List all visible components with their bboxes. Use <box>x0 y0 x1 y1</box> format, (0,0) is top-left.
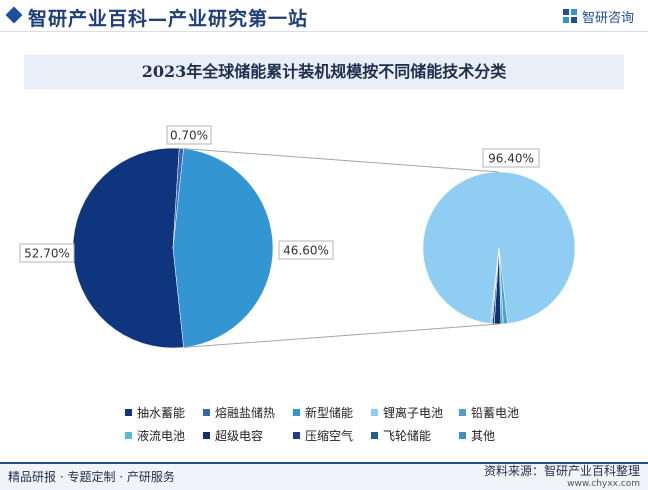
legend-item: 压缩空气 <box>293 427 353 444</box>
connector-line-bottom <box>183 323 500 348</box>
legend-swatch <box>125 432 132 439</box>
legend-item: 飞轮储能 <box>371 427 431 444</box>
header-divider <box>0 31 648 32</box>
zhiyan-logo-icon <box>562 9 577 23</box>
svg-text:46.60%: 46.60% <box>283 244 329 258</box>
legend-label: 超级电容 <box>215 429 264 443</box>
page-header: 智研产业百科—产业研究第一站 智研咨询 <box>0 0 648 32</box>
legend-label: 新型储能 <box>305 406 354 420</box>
legend-label: 其他 <box>471 429 496 443</box>
legend-swatch <box>203 432 210 439</box>
svg-text:52.70%: 52.70% <box>24 247 70 261</box>
legend-item: 锂离子电池 <box>371 404 443 421</box>
legend-item: 熔融盐储热 <box>203 404 275 421</box>
footer-source-block: 资料来源：智研产业百科整理 www.chyxx.com <box>484 462 640 489</box>
logo-text: 智研咨询 <box>581 10 634 26</box>
main-pie-slice-0 <box>72 147 184 349</box>
svg-text:0.70%: 0.70% <box>170 129 208 143</box>
legend-item: 抽水蓄能 <box>125 404 185 421</box>
legend-swatch <box>203 409 210 416</box>
footer-source: 资料来源：智研产业百科整理 <box>483 464 640 478</box>
svg-text:96.40%: 96.40% <box>488 152 534 166</box>
legend-item: 超级电容 <box>203 427 263 444</box>
data-label-main-0: 52.70% <box>19 243 75 263</box>
legend-label: 锂离子电池 <box>383 406 444 420</box>
legend-label: 液流电池 <box>137 429 186 443</box>
legend-item: 其他 <box>459 427 495 444</box>
data-label-detail-0: 96.40% <box>482 148 540 168</box>
footer-url[interactable]: www.chyxx.com <box>567 479 640 489</box>
legend-swatch <box>371 409 378 416</box>
chart-title: 2023年全球储能累计装机规模按不同储能技术分类 <box>141 62 507 81</box>
pie-of-pie-chart: 52.70% 0.70% 46.60% 96.40% <box>19 125 576 349</box>
legend-swatch <box>371 432 378 439</box>
legend-swatch <box>459 409 466 416</box>
legend-label: 抽水蓄能 <box>137 406 186 420</box>
diamond-icon <box>5 6 23 24</box>
data-label-main-2: 46.60% <box>278 240 334 260</box>
legend-label: 飞轮储能 <box>383 429 432 443</box>
chart-title-bar: 2023年全球储能累计装机规模按不同储能技术分类 <box>24 55 624 89</box>
legend-item: 液流电池 <box>125 427 185 444</box>
main-pie-slice-2 <box>172 148 274 348</box>
legend-swatch <box>125 409 132 416</box>
brand-logo[interactable]: 智研咨询 <box>562 6 634 26</box>
legend-item: 新型储能 <box>293 404 353 421</box>
connector-line-top <box>183 148 500 173</box>
footer-divider <box>0 462 648 464</box>
data-label-main-1: 0.70% <box>166 125 212 145</box>
legend-label: 熔融盐储热 <box>215 406 276 420</box>
legend-swatch <box>293 432 300 439</box>
detail-pie-slice-6 <box>490 247 500 324</box>
site-title: 智研产业百科—产业研究第一站 <box>28 8 309 30</box>
legend-label: 铅蓄电池 <box>471 406 520 420</box>
legend-swatch <box>293 409 300 416</box>
legend-label: 压缩空气 <box>305 429 354 443</box>
footer-services: 精品研报 · 专题定制 · 产研服务 <box>8 470 175 484</box>
page-footer: 精品研报 · 专题定制 · 产研服务 资料来源：智研产业百科整理 www.chy… <box>0 462 648 490</box>
legend-item: 铅蓄电池 <box>459 404 519 421</box>
legend-swatch <box>459 432 466 439</box>
